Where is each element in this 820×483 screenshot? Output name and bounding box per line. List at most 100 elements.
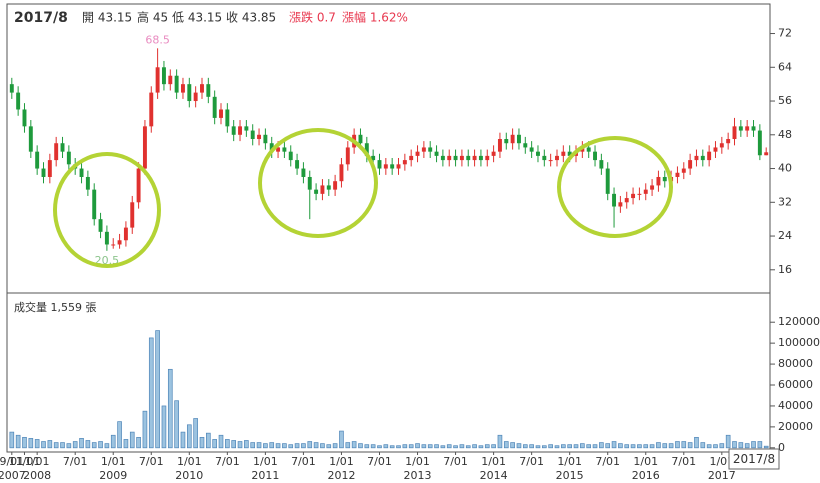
y-tick-label: 32 bbox=[778, 195, 792, 208]
volume-bar bbox=[117, 421, 122, 449]
volume-bar bbox=[656, 442, 661, 449]
date-badge bbox=[728, 448, 780, 470]
quote-change-pct: 漲幅 1.62% bbox=[342, 10, 408, 25]
volume-bar bbox=[694, 436, 699, 449]
volume-bar bbox=[542, 445, 547, 449]
volume-bar bbox=[186, 424, 192, 449]
x-tick-label: 9/01 bbox=[0, 455, 24, 468]
candle-body bbox=[567, 151, 572, 156]
x-year-label: 2011 bbox=[251, 469, 279, 482]
candle-body bbox=[390, 164, 395, 169]
candle-body bbox=[288, 151, 293, 161]
x-tick-label: 7/01 bbox=[139, 455, 164, 468]
candle-body bbox=[656, 176, 661, 186]
volume-bar bbox=[161, 405, 167, 449]
volume-bar bbox=[326, 444, 332, 449]
volume-bar bbox=[434, 444, 439, 449]
candle-body bbox=[555, 155, 559, 161]
volume-bar bbox=[60, 442, 65, 449]
candle-body bbox=[47, 160, 52, 177]
candle-body bbox=[333, 181, 338, 190]
volume-bar bbox=[212, 439, 217, 449]
candle-body bbox=[161, 67, 166, 85]
volume-bar bbox=[269, 442, 275, 449]
volume-bar bbox=[529, 444, 534, 449]
candle-body bbox=[181, 84, 185, 93]
x-year-label: 2017 bbox=[708, 469, 736, 482]
volume-bar bbox=[725, 434, 731, 449]
candle-body bbox=[301, 168, 306, 177]
candle-body bbox=[22, 109, 27, 127]
y2-tick-label: 60000 bbox=[778, 378, 813, 391]
volume-bar bbox=[580, 443, 585, 449]
highlight-circle bbox=[557, 136, 673, 238]
candle-body bbox=[307, 176, 312, 190]
candle-body bbox=[497, 139, 502, 152]
candle-body bbox=[459, 155, 464, 161]
candle-body bbox=[561, 151, 566, 156]
candle-body bbox=[440, 155, 445, 161]
candle-body bbox=[631, 193, 636, 199]
volume-bar bbox=[738, 442, 744, 449]
volume-bar bbox=[294, 443, 300, 449]
volume-bar bbox=[630, 444, 636, 449]
candle-body bbox=[580, 147, 585, 152]
candle-body bbox=[415, 151, 420, 156]
candle-body bbox=[548, 160, 553, 162]
candle-body bbox=[504, 139, 509, 144]
candle-body bbox=[200, 84, 204, 93]
x-year-label: 2007 bbox=[0, 469, 26, 482]
volume-bar bbox=[503, 441, 509, 449]
candle-body bbox=[231, 126, 236, 135]
candle-body bbox=[536, 151, 540, 156]
volume-bar bbox=[567, 444, 572, 449]
highlight-circle bbox=[53, 152, 161, 268]
candle-body bbox=[339, 164, 344, 182]
quote-open: 開 43.15 bbox=[82, 11, 132, 25]
candle-body bbox=[364, 143, 369, 156]
x-tick-label: 1/01 bbox=[481, 455, 506, 468]
candle-body bbox=[713, 147, 718, 152]
candle-body bbox=[212, 96, 217, 118]
volume-bar bbox=[624, 444, 630, 449]
volume-bar bbox=[402, 444, 408, 449]
candle-body bbox=[276, 147, 281, 152]
candle-body bbox=[92, 189, 97, 220]
candle-body bbox=[618, 202, 623, 207]
volume-bar bbox=[586, 444, 592, 449]
x-year-label: 2012 bbox=[327, 469, 355, 482]
candle-body bbox=[174, 75, 179, 93]
volume-bar bbox=[282, 443, 287, 449]
candle-body bbox=[586, 147, 591, 152]
candle-body bbox=[650, 185, 655, 190]
volume-bar bbox=[301, 443, 306, 449]
candle-body bbox=[675, 172, 680, 177]
volume-bar bbox=[637, 444, 642, 449]
volume-bar bbox=[459, 444, 465, 449]
candle-body bbox=[719, 143, 724, 148]
volume-bar bbox=[516, 443, 522, 449]
x-tick-label: 1/01 bbox=[101, 455, 126, 468]
quote-low: 低 43.15 bbox=[172, 11, 222, 25]
date-badge-text: 2017/8 bbox=[733, 452, 775, 466]
y2-tick-label: 100000 bbox=[778, 336, 820, 349]
volume-bar bbox=[53, 442, 59, 449]
volume-bar bbox=[218, 434, 224, 449]
candle-body bbox=[605, 168, 610, 194]
volume-bar bbox=[643, 444, 649, 449]
y-tick-label: 48 bbox=[778, 128, 792, 141]
candle-body bbox=[123, 227, 128, 241]
volume-bar bbox=[28, 438, 34, 449]
y2-tick-label: 40000 bbox=[778, 399, 813, 412]
x-year-label: 2014 bbox=[480, 469, 508, 482]
volume-bar bbox=[34, 439, 40, 449]
volume-bar bbox=[110, 434, 116, 449]
candle-body bbox=[599, 160, 604, 169]
volume-bar bbox=[345, 442, 351, 449]
candle-body bbox=[700, 155, 705, 161]
x-tick-label: 1/01 bbox=[253, 455, 278, 468]
candle-body bbox=[409, 155, 414, 161]
volume-bar bbox=[167, 368, 173, 449]
volume-bar bbox=[662, 443, 668, 449]
